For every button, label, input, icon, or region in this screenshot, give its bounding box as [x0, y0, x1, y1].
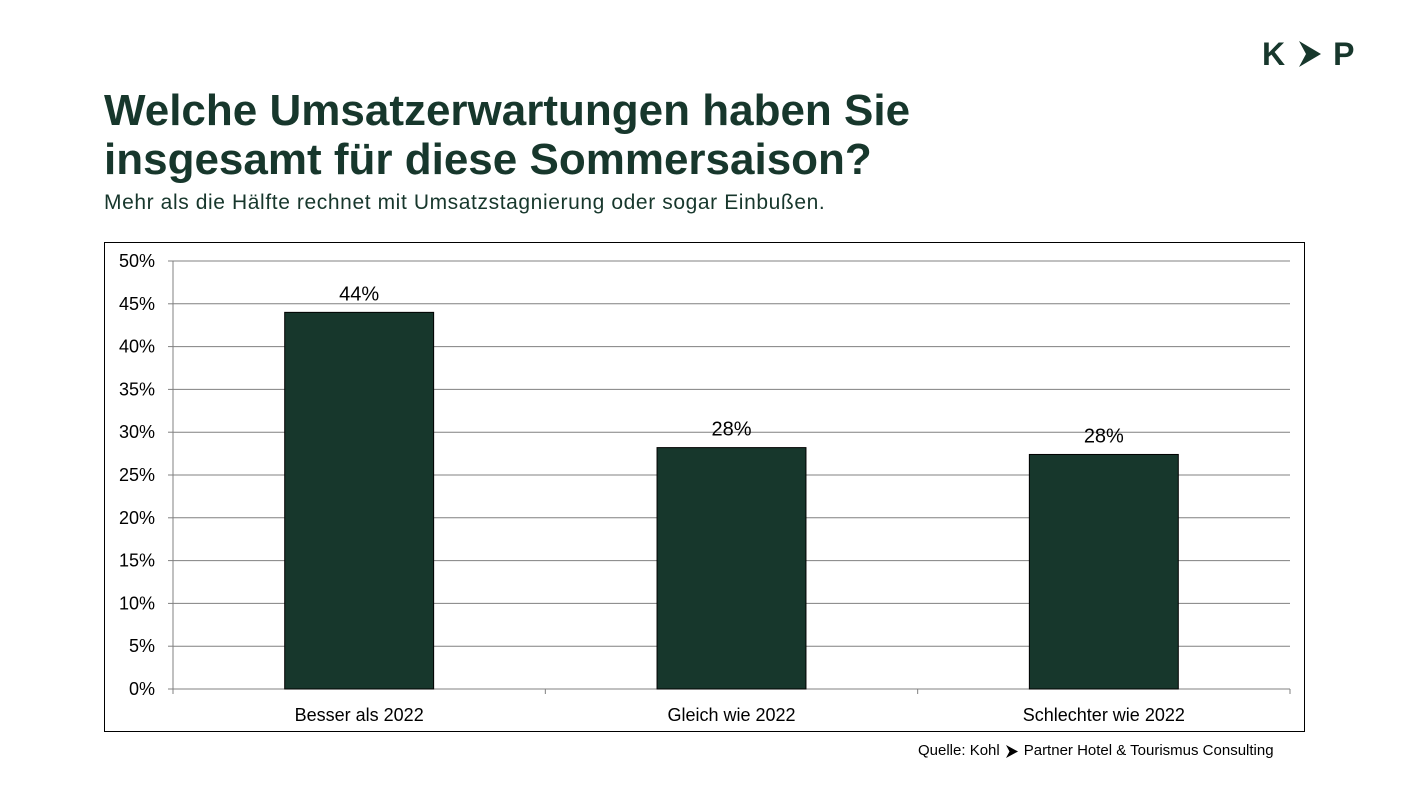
y-tick-label: 30% [119, 422, 155, 442]
title-line-1: Welche Umsatzerwartungen haben Sie [104, 86, 911, 135]
chevron-right-icon [1005, 744, 1018, 758]
bar-chart: 0% 5% 10% 15% 20% 25% 30% 35% 40% 45% 50% 44% Besser… [104, 242, 1305, 732]
y-tick-label: 45% [119, 294, 155, 314]
data-label: 28% [711, 419, 751, 441]
y-tick-label: 20% [119, 508, 155, 528]
source-prefix: Quelle: Kohl [918, 742, 1000, 759]
y-tick-label: 35% [119, 379, 155, 399]
subtitle: Mehr als die Hälfte rechnet mit Umsatzst… [104, 191, 826, 214]
chart-svg: 0% 5% 10% 15% 20% 25% 30% 35% 40% 45% 50% 44% Besser… [119, 251, 1291, 725]
y-tick-label: 10% [119, 593, 155, 613]
x-tick-label: Besser als 2022 [295, 705, 424, 725]
y-tick-label: 40% [119, 337, 155, 357]
logo-letter-p: P [1333, 36, 1355, 72]
x-tick-label: Schlechter wie 2022 [1023, 705, 1185, 725]
brand-logo: K P [1262, 36, 1354, 72]
x-tick-label: Gleich wie 2022 [667, 705, 795, 725]
title-line-2: insgesamt für diese Sommersaison? [104, 135, 872, 184]
y-tick-label: 50% [119, 251, 155, 271]
page-title: Welche Umsatzerwartungen haben Sie insge… [104, 86, 1104, 184]
source-note: Quelle: Kohl Partner Hotel & Tourismus C… [918, 742, 1274, 760]
chevron-right-icon [1299, 41, 1322, 67]
y-tick-label: 5% [129, 636, 155, 656]
data-label: 28% [1084, 425, 1124, 447]
bar [1028, 453, 1179, 690]
bar [284, 311, 435, 690]
y-tick-label: 25% [119, 465, 155, 485]
y-tick-label: 0% [129, 679, 155, 699]
logo-letter-k: K [1262, 36, 1286, 72]
bar [656, 447, 807, 690]
y-tick-label: 15% [119, 551, 155, 571]
data-label: 44% [339, 283, 379, 305]
source-suffix: Partner Hotel & Tourismus Consulting [1023, 742, 1274, 759]
